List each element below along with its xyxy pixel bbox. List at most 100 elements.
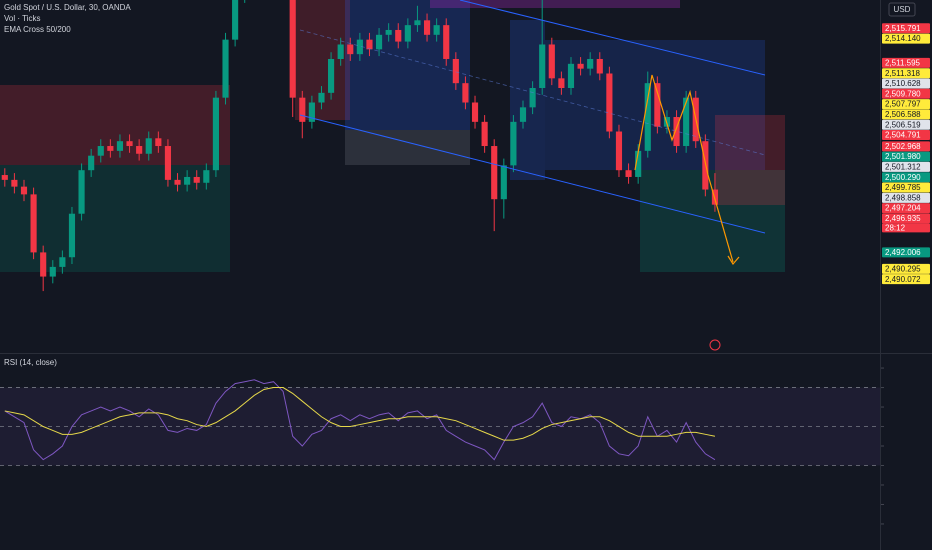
indicator-label: EMA Cross 50/200	[4, 25, 71, 34]
candle	[443, 18, 450, 66]
price-tag-label: 2,511.318	[885, 69, 921, 78]
candle	[558, 71, 565, 95]
candle-body	[347, 44, 354, 55]
candle-body	[203, 170, 210, 183]
currency-box	[888, 2, 916, 17]
candle-body	[366, 39, 373, 50]
candle	[116, 134, 124, 158]
candle-body	[567, 63, 575, 88]
price-tag-label: 2,496.935	[885, 214, 921, 223]
price-tag-label: 2,515.791	[885, 24, 921, 33]
candle	[107, 139, 114, 158]
candle-body	[433, 25, 440, 35]
alert-icon	[709, 339, 721, 351]
candle	[299, 90, 306, 139]
candle	[519, 100, 527, 129]
candle	[577, 57, 584, 76]
price-tag	[882, 182, 930, 193]
price-tag	[882, 78, 930, 89]
rsi-title: RSI (14, close)	[4, 358, 57, 367]
zone	[715, 115, 785, 205]
candle-body	[78, 170, 85, 214]
price-tag-label: 2,490.295	[885, 264, 921, 273]
candle	[644, 71, 651, 158]
price-tag	[882, 119, 930, 130]
candle-body	[164, 146, 172, 180]
candle-body	[174, 179, 181, 185]
price-tag-label: 2,506.588	[885, 110, 921, 119]
candle-body	[539, 44, 546, 88]
price-tag	[882, 192, 930, 203]
candle	[567, 57, 575, 95]
candle-body	[49, 266, 56, 277]
candle-body	[548, 44, 555, 79]
candle	[318, 86, 325, 110]
candle-body	[11, 179, 18, 187]
candle	[433, 18, 440, 42]
candle	[423, 13, 431, 42]
candle-body	[184, 176, 191, 185]
candle	[491, 139, 498, 232]
candle-body	[481, 121, 488, 147]
candle-body	[529, 88, 536, 108]
candle	[328, 52, 335, 100]
candle-body	[558, 78, 565, 88]
candle-body	[232, 0, 239, 40]
price-tag-label: 2,500.290	[885, 173, 921, 182]
candle-body	[596, 58, 603, 74]
price-tag-label: 2,511.595	[885, 59, 921, 68]
drawings	[299, 0, 766, 351]
candle-body	[126, 141, 133, 147]
candle-body	[462, 83, 469, 103]
price-tag-label: 2,507.797	[885, 100, 921, 109]
candle-body	[59, 257, 66, 267]
candle	[548, 37, 555, 86]
candle	[471, 95, 479, 129]
price-tag-label: 2,510.628	[885, 79, 921, 88]
candle-body	[107, 146, 114, 151]
price-tag-label: 2,509.780	[885, 89, 921, 98]
price-tag	[882, 161, 930, 172]
chart-title: Gold Spot / U.S. Dollar, 30, OANDA	[4, 3, 131, 12]
candle	[510, 115, 517, 173]
price-tag	[882, 263, 930, 274]
candle	[596, 52, 603, 81]
candle-body	[222, 39, 229, 98]
candle	[683, 90, 690, 153]
zone	[0, 165, 230, 272]
candle-body	[308, 102, 315, 122]
candle-body	[356, 39, 363, 55]
price-tag	[882, 247, 930, 258]
candle	[673, 110, 680, 153]
candle-body	[40, 252, 47, 277]
rsi-line	[4, 387, 716, 441]
candle-body	[328, 58, 335, 93]
candle	[452, 52, 459, 90]
candle-body	[30, 194, 37, 253]
candle	[203, 163, 210, 190]
candle-body	[635, 150, 642, 177]
zigzag	[634, 74, 734, 263]
candle-body	[395, 29, 402, 42]
candle-body	[289, 0, 296, 98]
candle	[1, 168, 8, 187]
candle	[375, 28, 383, 57]
candle	[414, 5, 421, 32]
price-tag	[882, 203, 930, 214]
price-tag-label: 2,497.204	[885, 204, 921, 213]
candle	[49, 260, 56, 284]
zone	[640, 170, 785, 272]
candle-body	[68, 213, 76, 258]
candle-body	[375, 34, 383, 50]
candle	[222, 32, 229, 105]
candle	[126, 134, 133, 153]
rsi-line	[4, 379, 716, 461]
price-tag	[882, 141, 930, 152]
candle-body	[615, 131, 623, 171]
price-tag	[882, 99, 930, 110]
price-tag	[882, 109, 930, 120]
price-tag-label: 2,506.519	[885, 120, 921, 129]
candle-body	[500, 165, 507, 200]
candle	[145, 131, 152, 161]
